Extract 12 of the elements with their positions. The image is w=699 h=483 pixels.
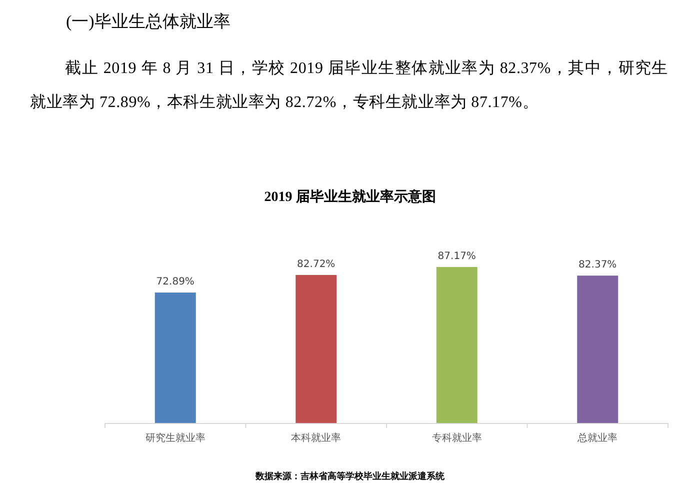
data-label: 87.17% <box>438 251 476 262</box>
x-tick-label: 总就业率 <box>576 432 618 444</box>
data-label: 82.72% <box>297 258 336 270</box>
x-tick-label: 研究生就业率 <box>145 432 206 444</box>
x-tick-label: 本科就业率 <box>291 432 342 444</box>
text: (一)毕业生总体就业率 <box>66 11 230 33</box>
x-tick-label: 专科就业率 <box>432 432 482 444</box>
text: 截止 2019 年 8 月 31 日，学校 2019 届毕业生整体就业率为 82.37%，其中，研究生就业率为 72.89%，本科生就业率为 82.72%，专科生就业率为 87.17%。 <box>30 58 668 112</box>
data-label: 72.89% <box>156 276 194 288</box>
chart-title: 2019 届毕业生就业率示意图 <box>264 188 436 205</box>
data-label: 82.37% <box>578 260 617 271</box>
source-note: 数据来源：吉林省高等学校毕业生就业派遣系统 <box>254 471 446 482</box>
